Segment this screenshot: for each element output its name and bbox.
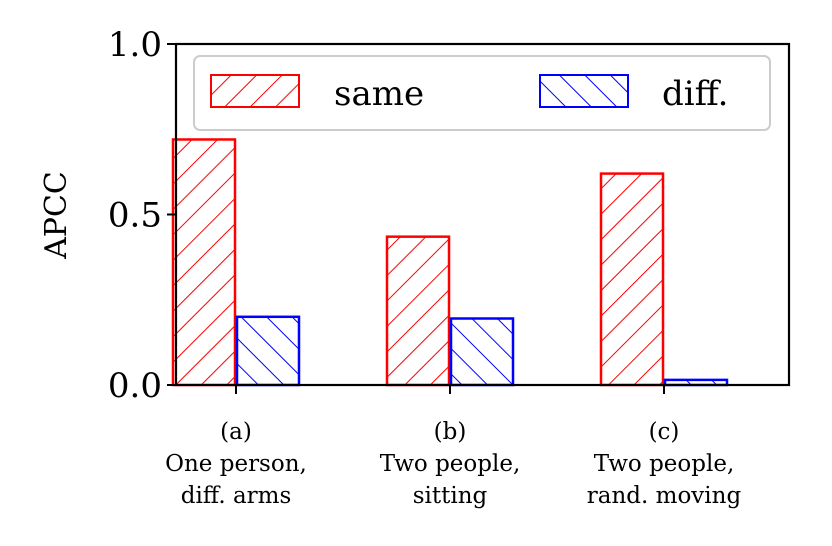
x-tick-label: Two people, — [380, 451, 521, 477]
bar-same-0 — [171, 138, 237, 387]
legend-swatch-same — [210, 74, 300, 108]
y-ticks: 0.0 0.5 1.0 — [108, 25, 176, 406]
legend-label-same: same — [334, 74, 424, 114]
x-tick-label: (a) — [220, 419, 252, 445]
legend-swatch-diff — [539, 74, 629, 108]
x-tick-label: diff. arms — [181, 483, 292, 509]
x-tick-label: rand. moving — [587, 483, 742, 509]
x-tick-label: Two people, — [594, 451, 735, 477]
bars-group — [171, 138, 729, 387]
x-tick-label: (b) — [434, 419, 467, 445]
y-axis-label: APCC — [39, 171, 74, 260]
bar-same-1 — [385, 235, 451, 387]
y-tick-label: 1.0 — [108, 25, 162, 65]
x-tick-label: sitting — [413, 483, 488, 509]
y-tick-label: 0.5 — [108, 196, 162, 236]
bar-diff-1 — [449, 317, 515, 387]
legend: same diff. — [193, 55, 771, 131]
x-tick-label: One person, — [165, 451, 307, 477]
y-tick-label: 0.0 — [108, 366, 162, 406]
x-tick-label: (c) — [649, 419, 680, 445]
bar-diff-0 — [235, 315, 301, 387]
x-ticks: (a) One person, diff. arms (b) Two people, si… — [165, 385, 741, 509]
bar-same-2 — [599, 172, 665, 387]
legend-label-diff: diff. — [662, 74, 728, 114]
